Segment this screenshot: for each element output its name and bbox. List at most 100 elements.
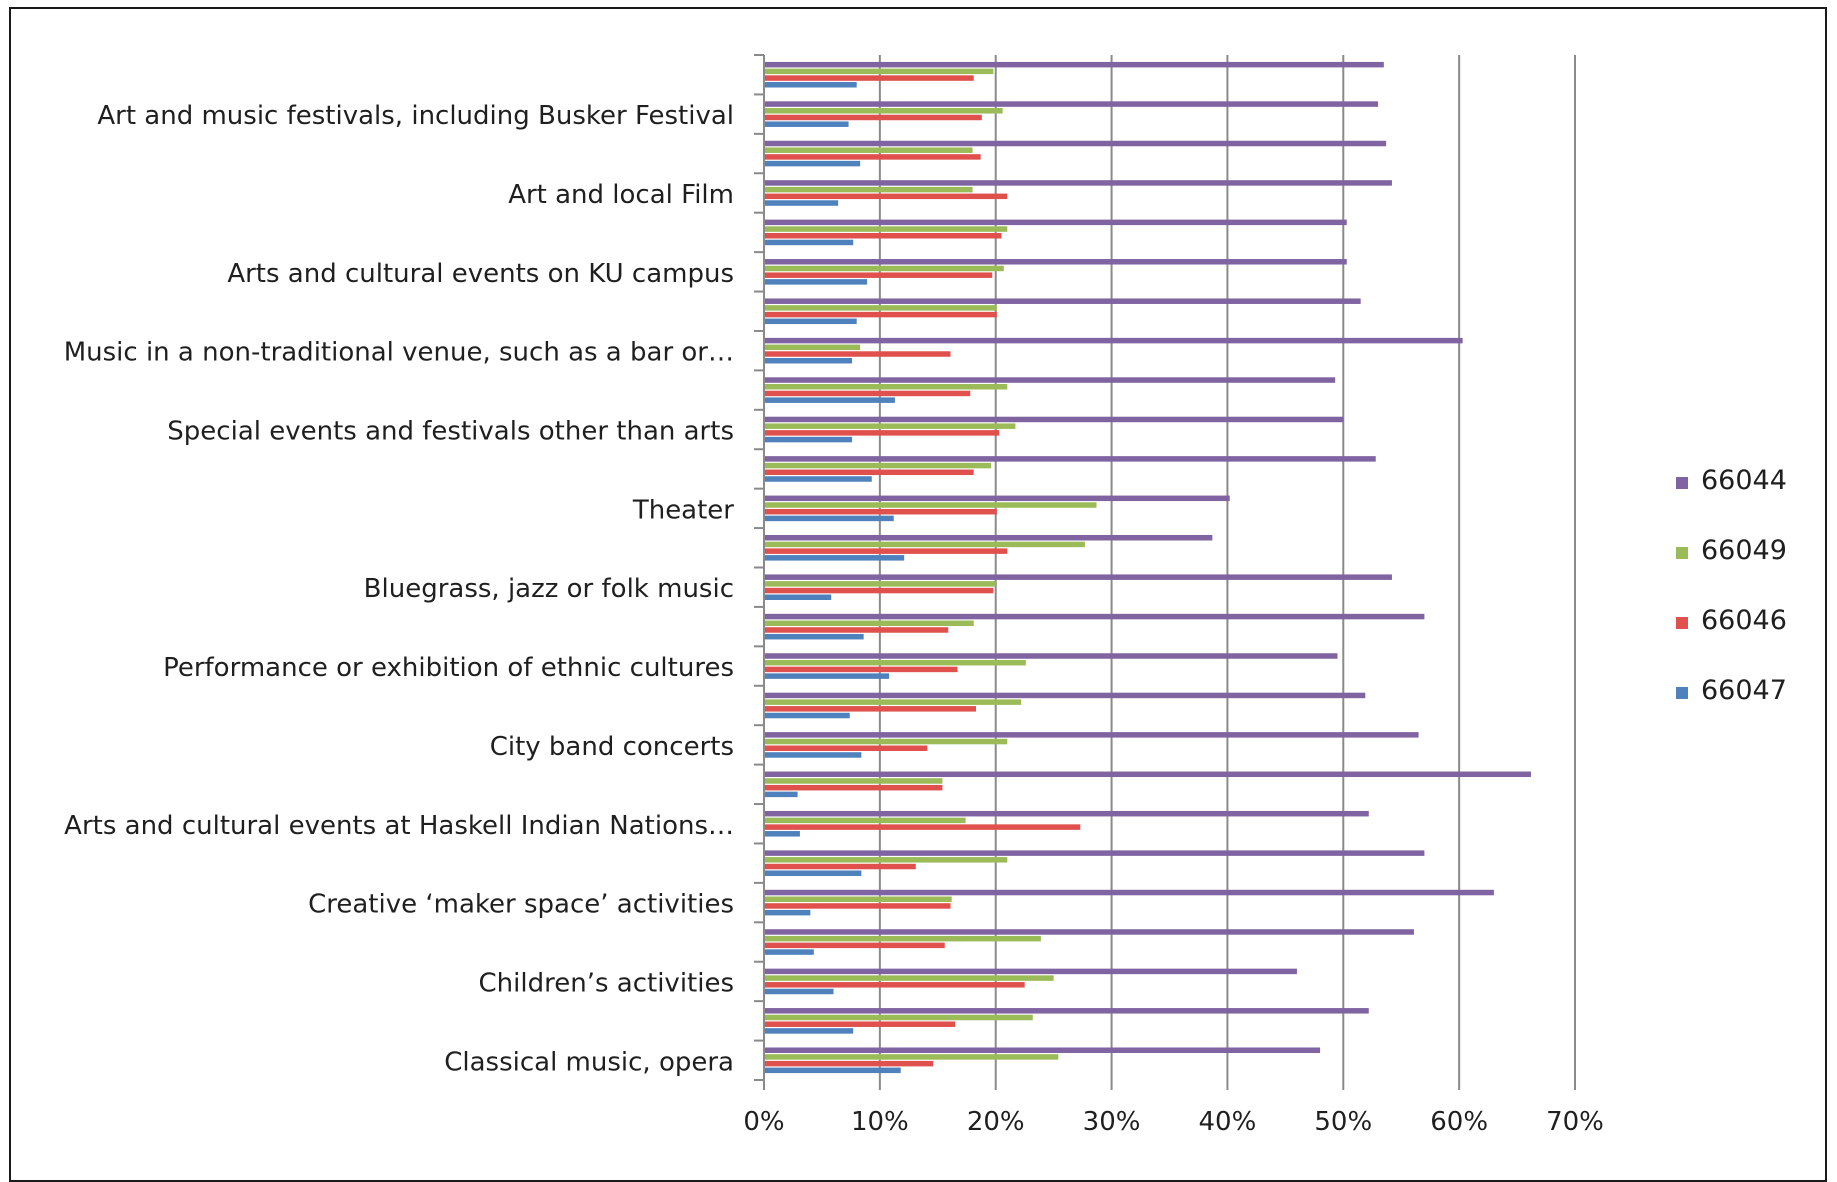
bar-66049 xyxy=(764,935,1041,942)
bar-66046 xyxy=(764,706,977,712)
bar-66046 xyxy=(764,627,949,633)
bar-66047 xyxy=(764,870,862,876)
bar-66046 xyxy=(764,863,916,870)
category-label: City band concerts xyxy=(490,732,734,762)
bar-66044 xyxy=(764,850,1425,856)
bar-66046 xyxy=(764,548,1008,554)
x-tick-label: 50% xyxy=(1314,1107,1372,1137)
bar-66047 xyxy=(764,239,854,246)
bar-66047 xyxy=(764,279,868,285)
bar-66047 xyxy=(764,200,839,206)
category-axis xyxy=(754,54,1576,1090)
bar-66049 xyxy=(764,738,1008,745)
category-label: Bluegrass, jazz or folk music xyxy=(364,574,734,604)
bar-66049 xyxy=(764,1054,1059,1060)
legend-swatch-66046 xyxy=(1676,617,1688,629)
bar-66049 xyxy=(764,620,974,627)
bar-66046 xyxy=(764,942,945,949)
bar-66047 xyxy=(764,909,811,916)
bar-66044 xyxy=(764,810,1369,817)
bar-66046 xyxy=(764,193,1008,200)
x-tick-label: 30% xyxy=(1083,1107,1141,1137)
bar-66044 xyxy=(764,929,1414,935)
x-tick-label: 60% xyxy=(1430,1107,1488,1137)
bar-66049 xyxy=(764,1014,1033,1021)
bar-66049 xyxy=(764,541,1085,548)
bar-66049 xyxy=(764,186,973,193)
bar-66047 xyxy=(764,988,834,995)
legend-swatch-66049 xyxy=(1676,547,1688,559)
category-label: Special events and festivals other than … xyxy=(167,417,734,447)
bar-66046 xyxy=(764,430,1000,436)
bar-66049 xyxy=(764,462,992,469)
category-labels: Art and music festivals, including Buske… xyxy=(64,101,735,1077)
legend-label-66044: 66044 xyxy=(1701,465,1787,496)
bar-66047 xyxy=(764,160,861,167)
category-label: Music in a non-traditional venue, such a… xyxy=(64,338,734,368)
bar-66046 xyxy=(764,666,958,673)
bar-66046 xyxy=(764,469,974,476)
bar-66046 xyxy=(764,114,982,121)
bar-66047 xyxy=(764,752,862,758)
bar-66047 xyxy=(764,121,849,127)
legend-swatch-66047 xyxy=(1676,687,1688,699)
bar-66044 xyxy=(764,259,1347,265)
bar-66046 xyxy=(764,154,981,160)
bar-66046 xyxy=(764,982,1025,988)
category-label: Children’s activities xyxy=(479,968,734,998)
bar-66046 xyxy=(764,587,994,594)
bar-66046 xyxy=(764,1021,956,1027)
bar-66049 xyxy=(764,857,1008,863)
bar-66044 xyxy=(764,101,1379,107)
x-tick-label: 40% xyxy=(1199,1107,1257,1137)
bar-66044 xyxy=(764,180,1392,186)
legend-swatch-66044 xyxy=(1676,477,1688,489)
bar-66046 xyxy=(764,272,993,278)
bar-66046 xyxy=(764,390,971,397)
bar-66049 xyxy=(764,896,952,902)
bar-66046 xyxy=(764,1060,934,1067)
bar-66046 xyxy=(764,824,1081,830)
bar-66044 xyxy=(764,732,1419,738)
bar-66044 xyxy=(764,968,1297,975)
bar-66047 xyxy=(764,82,857,88)
bar-66047 xyxy=(764,1067,901,1074)
category-label: Arts and cultural events on KU campus xyxy=(227,259,734,289)
bar-66049 xyxy=(764,975,1054,981)
bar-66046 xyxy=(764,351,951,357)
bar-66044 xyxy=(764,613,1425,620)
legend: 66044 66049 66046 66047 xyxy=(1676,465,1787,706)
bar-66044 xyxy=(764,140,1387,147)
gridlines xyxy=(878,55,1576,1080)
bar-66049 xyxy=(764,817,966,824)
bar-66044 xyxy=(764,574,1392,580)
x-tick-label: 20% xyxy=(967,1107,1025,1137)
bar-66046 xyxy=(764,903,951,909)
legend-label-66046: 66046 xyxy=(1701,605,1787,636)
bar-66044 xyxy=(764,1008,1369,1014)
bar-66049 xyxy=(764,778,943,784)
bar-66049 xyxy=(764,108,1003,114)
bar-66047 xyxy=(764,1028,854,1034)
bar-66047 xyxy=(764,791,798,798)
bar-66044 xyxy=(764,219,1347,226)
bar-66046 xyxy=(764,784,943,791)
bar-66049 xyxy=(764,68,994,75)
bar-66044 xyxy=(764,692,1366,699)
bar-66049 xyxy=(764,344,861,351)
bar-66049 xyxy=(764,383,1008,390)
bar-66044 xyxy=(764,534,1213,541)
bar-66049 xyxy=(764,147,973,153)
bar-66046 xyxy=(764,233,1002,239)
bar-66044 xyxy=(764,377,1336,383)
bar-66044 xyxy=(764,337,1463,344)
category-label: Classical music, opera xyxy=(444,1047,734,1077)
bar-66046 xyxy=(764,508,997,515)
bar-66047 xyxy=(764,515,894,522)
x-tick-label: 70% xyxy=(1546,1107,1604,1137)
x-tick-label: 0% xyxy=(743,1107,784,1137)
bar-66049 xyxy=(764,699,1022,705)
category-label: Theater xyxy=(632,495,734,525)
bar-66049 xyxy=(764,423,1016,429)
